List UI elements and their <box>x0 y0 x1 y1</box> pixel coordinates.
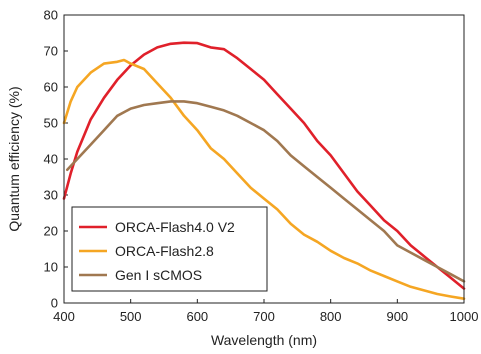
x-tick-label: 600 <box>186 309 208 324</box>
legend: ORCA-Flash4.0 V2 ORCA-Flash2.8 Gen I sCMOS <box>71 206 268 292</box>
y-tick-label: 70 <box>44 44 58 59</box>
x-axis-label: Wavelength (nm) <box>211 332 317 348</box>
plot-frame <box>63 14 465 304</box>
y-tick-label: 20 <box>44 224 58 239</box>
y-tick-label: 60 <box>44 80 58 95</box>
y-tick-label: 40 <box>44 152 58 167</box>
y-ticks: 0 10 20 30 40 50 60 70 80 <box>44 8 68 311</box>
y-tick-label: 30 <box>44 188 58 203</box>
y-tick-label: 0 <box>51 296 58 311</box>
y-tick-label: 10 <box>44 260 58 275</box>
x-tick-label: 900 <box>386 309 408 324</box>
legend-entry-1: ORCA-Flash2.8 <box>115 243 214 259</box>
legend-entry-0: ORCA-Flash4.0 V2 <box>115 219 235 235</box>
series-line-1 <box>62 58 466 300</box>
x-tick-label: 700 <box>253 309 275 324</box>
legend-entry-2: Gen I sCMOS <box>115 267 202 283</box>
x-tick-label: 500 <box>120 309 142 324</box>
x-tick-label: 1000 <box>450 309 479 324</box>
legend-box <box>71 206 268 292</box>
series-line-2 <box>66 100 466 283</box>
series-lines <box>62 41 466 300</box>
y-axis-label: Quantum efficiency (%) <box>6 86 22 231</box>
y-tick-label: 50 <box>44 116 58 131</box>
x-tick-label: 400 <box>53 309 75 324</box>
y-tick-label: 80 <box>44 8 58 23</box>
series-line-0 <box>62 41 466 290</box>
x-tick-label: 800 <box>320 309 342 324</box>
